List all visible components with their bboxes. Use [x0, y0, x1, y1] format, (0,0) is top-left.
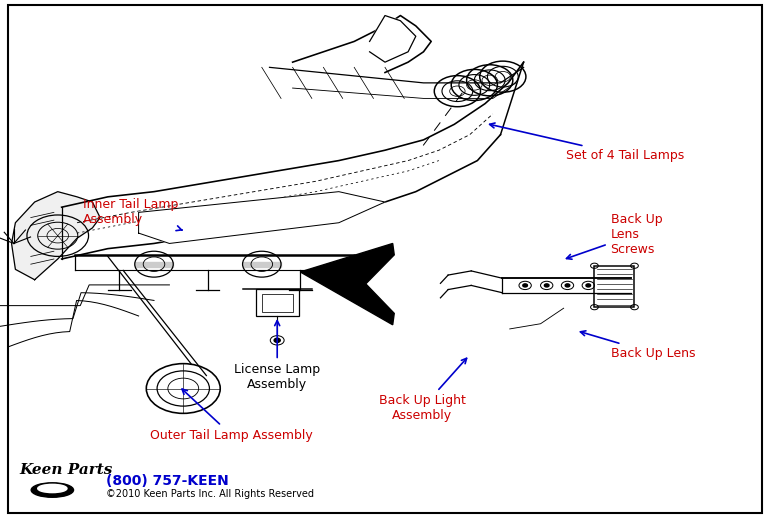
Polygon shape — [12, 192, 100, 280]
Text: Back Up
Lens
Screws: Back Up Lens Screws — [567, 212, 662, 259]
Text: Inner Tail Lamp
Assembly: Inner Tail Lamp Assembly — [83, 198, 182, 231]
Circle shape — [523, 284, 527, 287]
Text: Back Up Light
Assembly: Back Up Light Assembly — [379, 358, 467, 422]
Text: (800) 757-KEEN: (800) 757-KEEN — [106, 473, 229, 488]
Text: ©2010 Keen Parts Inc. All Rights Reserved: ©2010 Keen Parts Inc. All Rights Reserve… — [106, 489, 314, 499]
Polygon shape — [139, 192, 385, 243]
Polygon shape — [243, 262, 281, 267]
Text: Set of 4 Tail Lamps: Set of 4 Tail Lamps — [490, 123, 685, 162]
Polygon shape — [135, 262, 173, 267]
Ellipse shape — [32, 483, 74, 497]
Ellipse shape — [38, 484, 67, 493]
Circle shape — [565, 284, 570, 287]
Bar — [256, 289, 299, 316]
Bar — [594, 266, 634, 307]
Circle shape — [544, 284, 549, 287]
Circle shape — [586, 284, 591, 287]
Bar — [262, 294, 293, 312]
Text: Back Up Lens: Back Up Lens — [581, 331, 695, 360]
Text: Keen Parts: Keen Parts — [19, 463, 112, 477]
Circle shape — [274, 338, 280, 342]
Text: Outer Tail Lamp Assembly: Outer Tail Lamp Assembly — [150, 389, 313, 442]
Text: License Lamp
Assembly: License Lamp Assembly — [234, 321, 320, 391]
Polygon shape — [370, 16, 416, 62]
Polygon shape — [300, 243, 394, 325]
